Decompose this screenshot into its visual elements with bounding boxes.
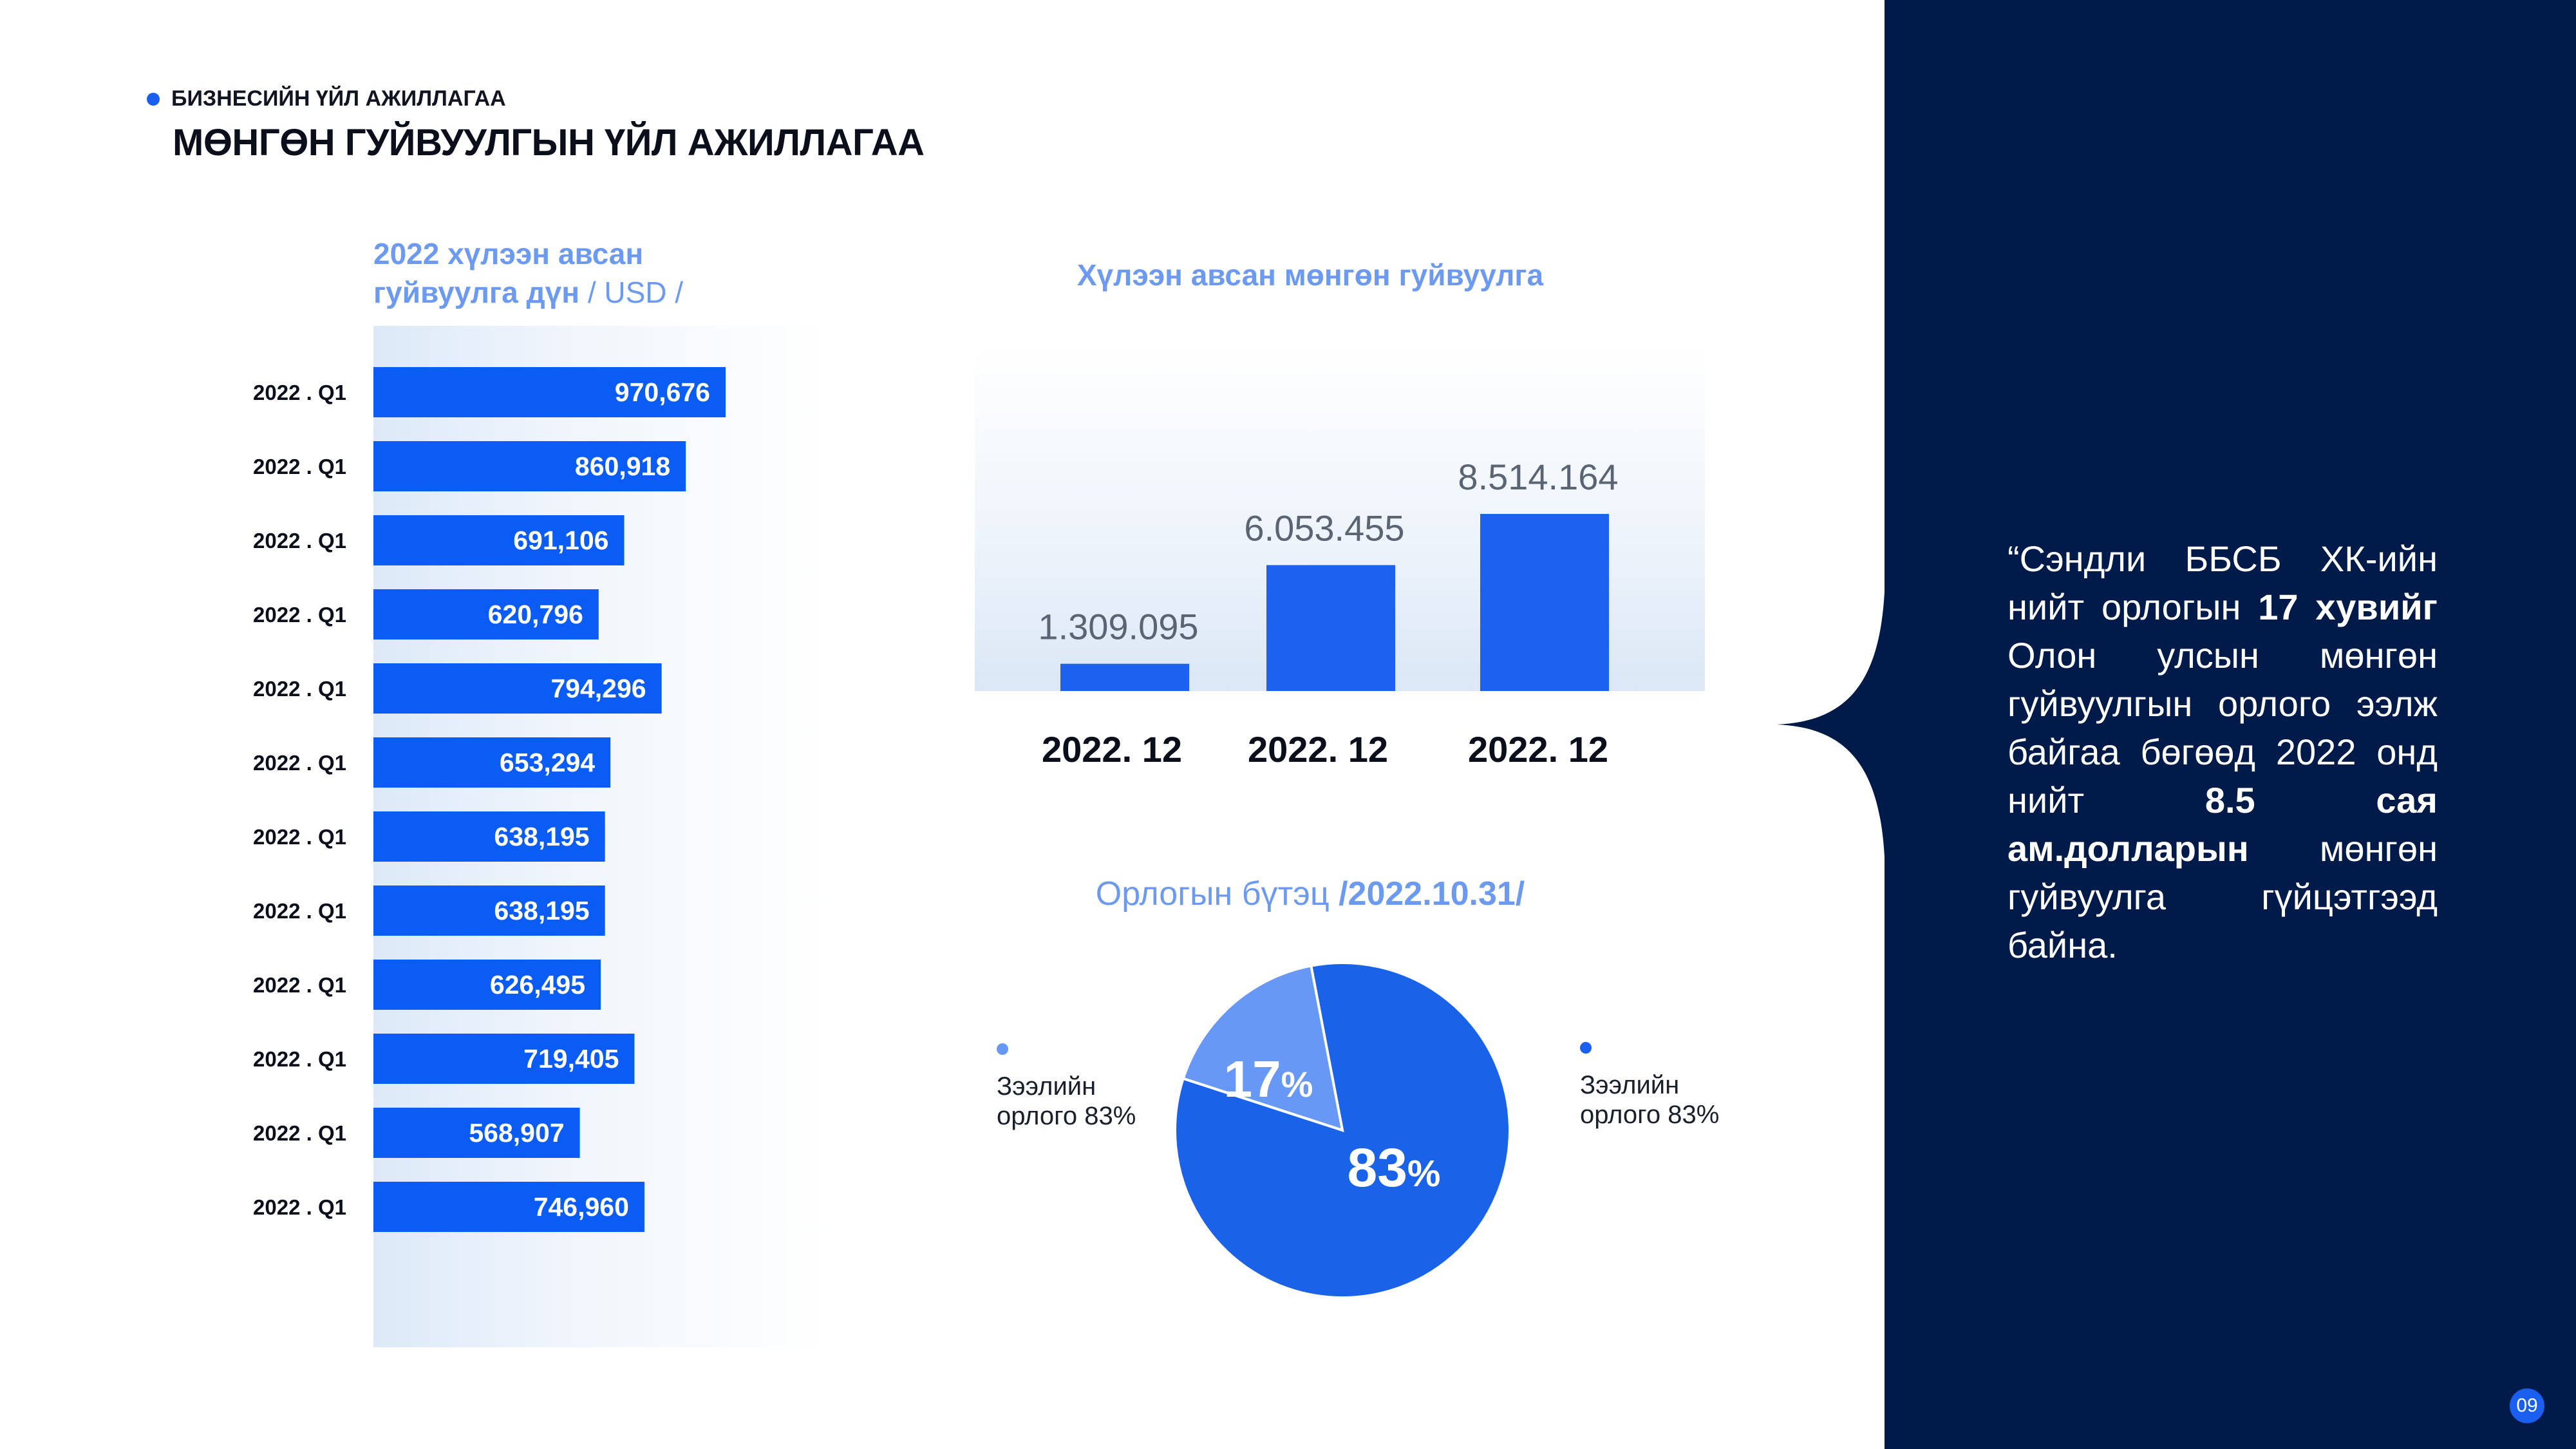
hbar-value-label: 860,918 <box>575 451 670 481</box>
hbar-chart-title: 2022 хүлээн авсан гуйвуулга дүн / USD / <box>373 234 760 312</box>
hbar-value-label: 794,296 <box>550 674 646 703</box>
hbar-bar <box>373 811 605 862</box>
hbar-value-label: 638,195 <box>494 896 589 925</box>
pie-chart: 17%83% <box>1174 961 1511 1299</box>
hbar-category-label: 2022 . Q1 <box>253 751 346 775</box>
hbar-bar <box>373 441 686 491</box>
pie-label-minor: 17% <box>1224 1050 1313 1108</box>
legend-left-label: Зээлийн орлого 83% <box>997 1072 1136 1130</box>
quote-part-1: “Сэндли ББСБ ХК-ийн нийт орлогын <box>2007 538 2438 627</box>
hbar-value-label: 653,294 <box>500 748 595 777</box>
pie-chart-title: Орлогын бүтэц /2022.10.31/ <box>972 875 1648 913</box>
page-number: 09 <box>2510 1388 2544 1423</box>
right-panel <box>1885 0 2576 1449</box>
hbar-bar <box>373 367 726 417</box>
pie-label-minor-sign: % <box>1281 1064 1313 1104</box>
hbar-value-label: 638,195 <box>494 822 589 851</box>
vbar-bar <box>1480 514 1609 691</box>
quote-bold-1: 17 хувийг <box>2258 587 2438 627</box>
quote-part-2: Олон улсын мөнгөн гуйвуулгын орлого ээлж… <box>2007 635 2438 820</box>
quote-bold-2: 8.5 сая ам.долларын <box>2007 780 2438 869</box>
pie-title-date: /2022.10.31/ <box>1339 875 1525 913</box>
section-label-text: БИЗНЕСИЙН ҮЙЛ АЖИЛЛАГАА <box>171 86 506 111</box>
hbar-chart: 2022 . Q1 970,676 2022 . Q1 860,918 2022 . Q… <box>253 367 726 1232</box>
pie-label-main: 83% <box>1347 1137 1440 1198</box>
legend-dot-icon <box>1580 1042 1592 1054</box>
hbar-value-label: 970,676 <box>615 377 710 407</box>
hbar-category-label: 2022 . Q1 <box>253 973 346 997</box>
panel-notch-shape <box>1777 567 1893 882</box>
hbar-category-label: 2022 . Q1 <box>253 1047 346 1071</box>
legend-right-label: Зээлийн орлого 83% <box>1580 1071 1720 1129</box>
hbar-category-label: 2022 . Q1 <box>253 1121 346 1145</box>
hbar-value-label: 568,907 <box>469 1118 564 1148</box>
section-label: БИЗНЕСИЙН ҮЙЛ АЖИЛЛАГАА <box>147 86 506 111</box>
hbar-bar <box>373 1108 580 1158</box>
hbar-category-label: 2022 . Q1 <box>253 1195 346 1219</box>
pie-legend-left: Зээлийн орлого 83% <box>997 1043 1164 1131</box>
hbar-category-label: 2022 . Q1 <box>253 825 346 849</box>
hbar-category-label: 2022 . Q1 <box>253 899 346 923</box>
vbar-category-label: 2022. 12 <box>1468 729 1608 770</box>
hbar-bar <box>373 589 599 639</box>
hbar-title-text: 2022 хүлээн авсан гуйвуулга дүн <box>373 237 644 309</box>
pie-legend-right: Зээлийн орлого 83% <box>1580 1042 1747 1130</box>
legend-dot-icon <box>997 1043 1008 1055</box>
quote-text: “Сэндли ББСБ ХК-ийн нийт орлогын 17 хуви… <box>2007 535 2438 969</box>
quote-part-3: мөнгөн гуйвуулга гүйцэтгээд байна. <box>2007 828 2438 965</box>
vbar-bar <box>1266 565 1395 691</box>
hbar-value-label: 691,106 <box>513 526 608 555</box>
vbar-value-label: 1.309.095 <box>1038 607 1198 647</box>
pie-title-text: Орлогын бүтэц <box>1095 875 1330 913</box>
hbar-value-label: 719,405 <box>523 1044 619 1074</box>
vbar-value-label: 8.514.164 <box>1458 457 1618 497</box>
vbar-category-label: 2022. 12 <box>1248 729 1388 770</box>
hbar-bar <box>373 886 605 936</box>
vbar-bar <box>1060 663 1189 691</box>
hbar-category-label: 2022 . Q1 <box>253 677 346 701</box>
hbar-category-label: 2022 . Q1 <box>253 603 346 627</box>
hbar-category-label: 2022 . Q1 <box>253 381 346 404</box>
hbar-category-label: 2022 . Q1 <box>253 529 346 553</box>
vbar-category-label: 2022. 12 <box>1042 729 1182 770</box>
hbar-value-label: 626,495 <box>490 970 585 999</box>
hbar-bar <box>373 960 601 1010</box>
pie-label-main-value: 83 <box>1347 1137 1407 1198</box>
vbar-chart-title: Хүлээн авсан мөнгөн гуйвуулга <box>1076 258 1544 292</box>
hbar-category-label: 2022 . Q1 <box>253 455 346 478</box>
vbar-chart: 1.309.095 2022. 12 6.053.455 2022. 12 8.514.… <box>1038 457 1618 770</box>
hbar-bar <box>373 737 611 788</box>
pie-label-minor-value: 17 <box>1224 1050 1281 1108</box>
section-dot-icon <box>147 92 160 106</box>
hbar-value-label: 620,796 <box>488 600 583 629</box>
vbar-value-label: 6.053.455 <box>1244 507 1404 548</box>
hbar-bar <box>373 1182 644 1232</box>
hbar-bar <box>373 663 662 714</box>
hbar-value-label: 746,960 <box>534 1192 629 1222</box>
hbar-bar <box>373 1034 635 1084</box>
hbar-bar <box>373 515 625 565</box>
page-title: МӨНГӨН ГУЙВУУЛГЫН ҮЙЛ АЖИЛЛАГАА <box>173 122 925 164</box>
hbar-unit-label: / USD / <box>587 276 684 309</box>
pie-label-main-sign: % <box>1407 1153 1441 1195</box>
pie-slice-minor <box>1181 964 1344 1132</box>
